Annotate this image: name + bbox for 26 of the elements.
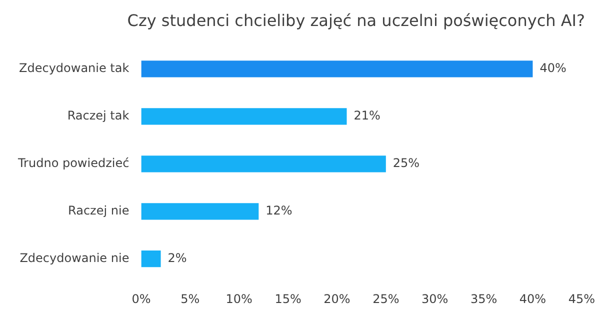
data-label: 21% xyxy=(354,108,380,123)
bar xyxy=(141,108,347,125)
x-tick-label: 10% xyxy=(226,292,252,306)
x-tick-label: 35% xyxy=(470,292,498,306)
x-tick-label: 0% xyxy=(132,292,151,306)
data-label: 25% xyxy=(392,156,420,170)
x-tick-label: 40% xyxy=(519,292,546,306)
data-label: 12% xyxy=(266,204,292,218)
data-label: 2% xyxy=(168,250,187,265)
y-tick-label: Zdecydowanie tak xyxy=(19,61,130,76)
bar xyxy=(141,156,386,172)
y-tick-label: Zdecydowanie nie xyxy=(20,250,130,265)
x-tick-label: 25% xyxy=(372,292,400,306)
x-tick-label: 45% xyxy=(568,292,595,306)
x-tick-label: 5% xyxy=(180,292,200,306)
y-tick-label: Raczej nie xyxy=(68,204,130,218)
x-tick-label: 20% xyxy=(324,292,350,306)
data-label: 40% xyxy=(540,61,566,76)
bar xyxy=(141,60,533,78)
bar xyxy=(141,203,259,220)
chart-title: Czy studenci chcieliby zajęć na uczelni poświęconych AI? xyxy=(127,10,585,30)
bar xyxy=(141,250,161,268)
y-tick-label: Raczej tak xyxy=(67,108,130,123)
x-tick-label: 30% xyxy=(422,292,448,306)
x-tick-label: 15% xyxy=(274,292,302,306)
y-tick-label: Trudno powiedzieć xyxy=(16,156,130,170)
